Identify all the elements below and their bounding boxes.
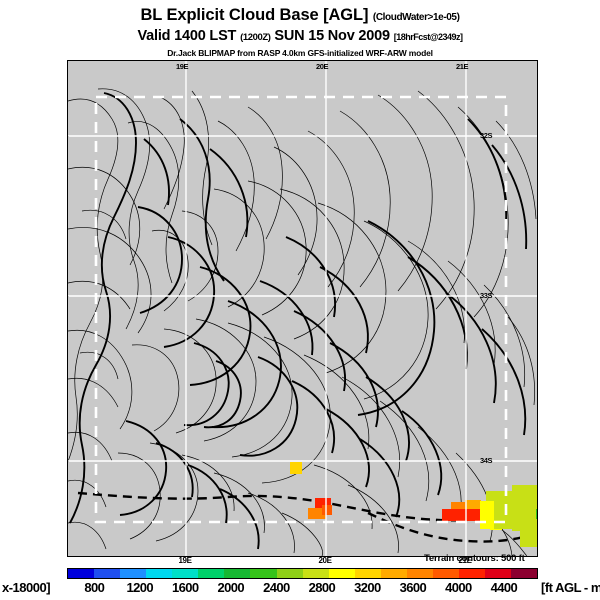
colorbar-swatch-3 [146, 569, 173, 578]
colorbar-swatch-5 [198, 569, 225, 578]
terrain-contour-note: Terrain contours: 500 ft [424, 553, 525, 564]
lon-label-top-19e: 19E [176, 62, 189, 71]
valid-time-local: Valid 1400 LST [137, 28, 237, 44]
colorbar-tick-2800: 2800 [308, 580, 336, 595]
lat-label-left-34s: 34S [68, 456, 69, 465]
colorbar-swatch-16 [485, 569, 512, 578]
valid-time-line: Valid 1400 LST (1200Z) SUN 15 Nov 2009 [… [0, 27, 600, 47]
colorbar-right-unit: [ft AGL - m [541, 580, 600, 595]
colorbar-swatch-8 [276, 569, 303, 578]
page-title: BL Explicit Cloud Base [AGL] (CloudWater… [0, 6, 600, 27]
lat-label-right-33s: 33S [480, 291, 493, 300]
colorbar-tick-3200: 3200 [354, 580, 381, 595]
valid-time-utc: (1200Z) [240, 32, 271, 43]
colorbar-swatch-4 [172, 569, 199, 578]
colorbar-tick-2400: 2400 [263, 580, 290, 595]
lon-label-top-20e: 20E [316, 62, 329, 71]
lat-label-left-32s: 32S [68, 131, 69, 140]
colorbar-tick-2000: 2000 [217, 580, 245, 595]
colorbar-tick-3600: 3600 [399, 580, 427, 595]
colorbar-tick-4000: 4000 [445, 580, 472, 595]
model-credit: Dr.Jack BLIPMAP from RASP 4.0km GFS-init… [167, 48, 433, 58]
lat-label-right-32s: 32S [480, 131, 493, 140]
colorbar-swatch-15 [458, 569, 485, 578]
terrain-contours-thin [68, 88, 537, 556]
colorbar-swatch-17 [511, 569, 538, 578]
colorbar-swatch-7 [250, 569, 277, 578]
lat-label-left-33s: 33S [68, 291, 69, 300]
colorbar-swatch-6 [224, 569, 251, 578]
map-canvas[interactable]: 19E 20E 21E 32S 33S 34S 32S 33S 34S [67, 60, 538, 557]
colorbar-swatch-10 [328, 569, 355, 578]
coastline [367, 511, 537, 543]
colorbar [67, 568, 538, 579]
colorbar-swatch-12 [380, 569, 407, 578]
forecast-run-id: [18hrFcst@2349z] [393, 32, 463, 42]
colorbar-swatch-9 [302, 569, 329, 578]
latlon-gridlines [68, 61, 537, 556]
colorbar-tick-800: 800 [84, 580, 105, 595]
colorbar-swatch-11 [354, 569, 381, 578]
terrain-contours-thick [69, 92, 528, 550]
valid-date: SUN 15 Nov 2009 [274, 28, 390, 44]
lon-label-bottom-19e: 19E [178, 556, 192, 565]
lon-label-bottom-21e: 21E [458, 556, 472, 565]
lon-label-top-21e: 21E [456, 62, 469, 71]
page-title-text: BL Explicit Cloud Base [AGL] [140, 6, 369, 24]
colorbar-swatch-14 [432, 569, 459, 578]
colorbar-swatch-13 [406, 569, 433, 578]
colorbar-swatch-1 [94, 569, 121, 578]
country-border [77, 491, 537, 522]
title-block: BL Explicit Cloud Base [AGL] (CloudWater… [0, 6, 600, 59]
colorbar-swatch-0 [68, 569, 95, 578]
colorbar-tick-4400: 4400 [490, 580, 518, 595]
colorbar-tick-1200: 1200 [126, 580, 154, 595]
lon-label-bottom-20e: 20E [318, 556, 332, 565]
lat-label-right-34s: 34S [480, 456, 493, 465]
colorbar-tick-1600: 1600 [172, 580, 199, 595]
terrain-contour-plot [68, 61, 537, 556]
page-title-qualifier: (CloudWater>1e-05) [372, 12, 460, 23]
colorbar-swatch-2 [120, 569, 147, 578]
cloudbase-data-patches [290, 462, 537, 547]
colorbar-left-unit: x-18000] [2, 580, 51, 595]
